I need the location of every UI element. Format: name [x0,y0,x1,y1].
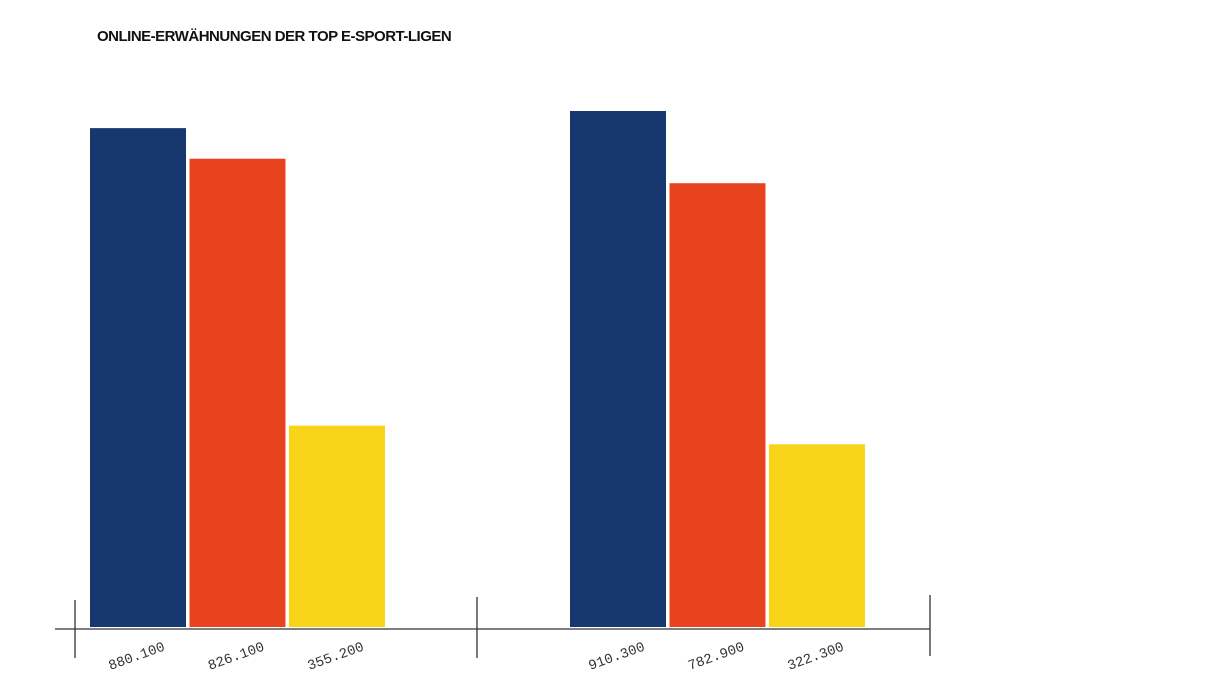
bar [570,111,666,627]
bar [289,425,385,627]
value-label: 826.100 [206,640,267,675]
bar [189,158,286,627]
value-label: 910.300 [587,640,648,675]
bar [90,128,186,627]
bar [769,444,865,627]
value-label: 355.200 [306,640,367,675]
chart-title: ONLINE-ERWÄHNUNGEN DER TOP E-SPORT-LIGEN [97,28,451,45]
bar [669,183,766,627]
value-label: 322.300 [786,640,847,675]
value-label: 880.100 [107,640,168,675]
value-label: 782.900 [686,640,747,675]
